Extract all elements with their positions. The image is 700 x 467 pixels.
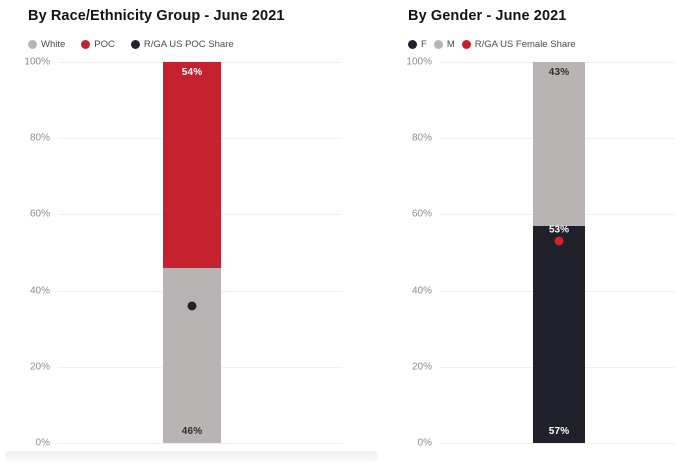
y-axis-tick-label: 0% (35, 437, 50, 449)
bar-segment-white: 46% (163, 267, 221, 443)
segment-label: 57% (548, 426, 570, 437)
legend-item-white: White (28, 39, 65, 50)
legend-item-m: M (433, 39, 455, 50)
legend-item-label: POC (94, 39, 115, 50)
chart-legend: White POC R/GA US POC Share (28, 39, 234, 50)
plot-area: 100% 80% 60% 40% 20% 0% 57% 43% 53% (406, 57, 675, 449)
y-axis-tick-label: 80% (29, 132, 50, 144)
share-marker-dot-icon (187, 301, 197, 311)
y-axis-tick-label: 20% (411, 361, 432, 373)
chart-gender: By Gender - June 2021 F M R/GA US Female S… (380, 0, 700, 467)
y-axis-tick-label: 60% (411, 208, 432, 220)
legend-item-label: M (446, 39, 455, 50)
legend-item-r-ga-us-poc-share: R/GA US POC Share (130, 39, 234, 50)
y-axis-tick-label: 100% (24, 56, 50, 68)
y-axis-tick-label: 20% (29, 361, 50, 373)
chart-race-ethnicity-group: By Race/Ethnicity Group - June 2021 Whit… (24, 8, 342, 449)
stacked-bar: 46% 54% (163, 62, 221, 443)
legend-dot-icon (461, 40, 471, 49)
stacked-bar: 57% 43% (533, 62, 585, 443)
legend-dot-icon (408, 40, 417, 49)
segment-label: 54% (181, 67, 203, 79)
legend-item-r-ga-us-female-share: R/GA US Female Share (461, 39, 576, 50)
legend-item-f: F (408, 39, 427, 50)
legend-item-poc: POC (81, 39, 115, 50)
y-axis-tick-label: 40% (29, 285, 50, 297)
bar-segment-poc: 54% (163, 62, 221, 268)
chart-title: By Gender - June 2021 (408, 8, 567, 24)
bar-segment-f: 57% (533, 225, 585, 443)
segment-label: 43% (548, 67, 570, 79)
legend-dot-icon (81, 40, 91, 49)
legend-item-label: F (421, 39, 427, 50)
gridline (58, 443, 342, 444)
y-axis-tick-label: 60% (29, 208, 50, 220)
legend-dot-icon (28, 40, 37, 49)
share-marker-dot-icon (554, 236, 564, 246)
bar-segment-m: 43% (533, 62, 585, 226)
legend-item-label: R/GA US Female Share (474, 39, 576, 50)
plot-area: 100% 80% 60% 40% 20% 0% 46% 54% (24, 57, 342, 449)
y-axis-tick-label: 80% (411, 132, 432, 144)
legend-item-label: R/GA US POC Share (143, 39, 234, 50)
legend-dot-icon (130, 40, 140, 49)
chart-legend: F M R/GA US Female Share (408, 39, 576, 50)
bottom-strip (5, 451, 378, 462)
gridline (440, 443, 675, 444)
chart-title: By Race/Ethnicity Group - June 2021 (28, 8, 285, 24)
y-axis-tick-label: 0% (417, 437, 432, 449)
segment-label: 46% (181, 426, 203, 437)
share-marker-label: 53% (548, 224, 570, 236)
legend-item-label: White (41, 39, 66, 50)
y-axis-tick-label: 40% (411, 285, 432, 297)
legend-dot-icon (433, 40, 443, 49)
y-axis-tick-label: 100% (406, 56, 432, 68)
